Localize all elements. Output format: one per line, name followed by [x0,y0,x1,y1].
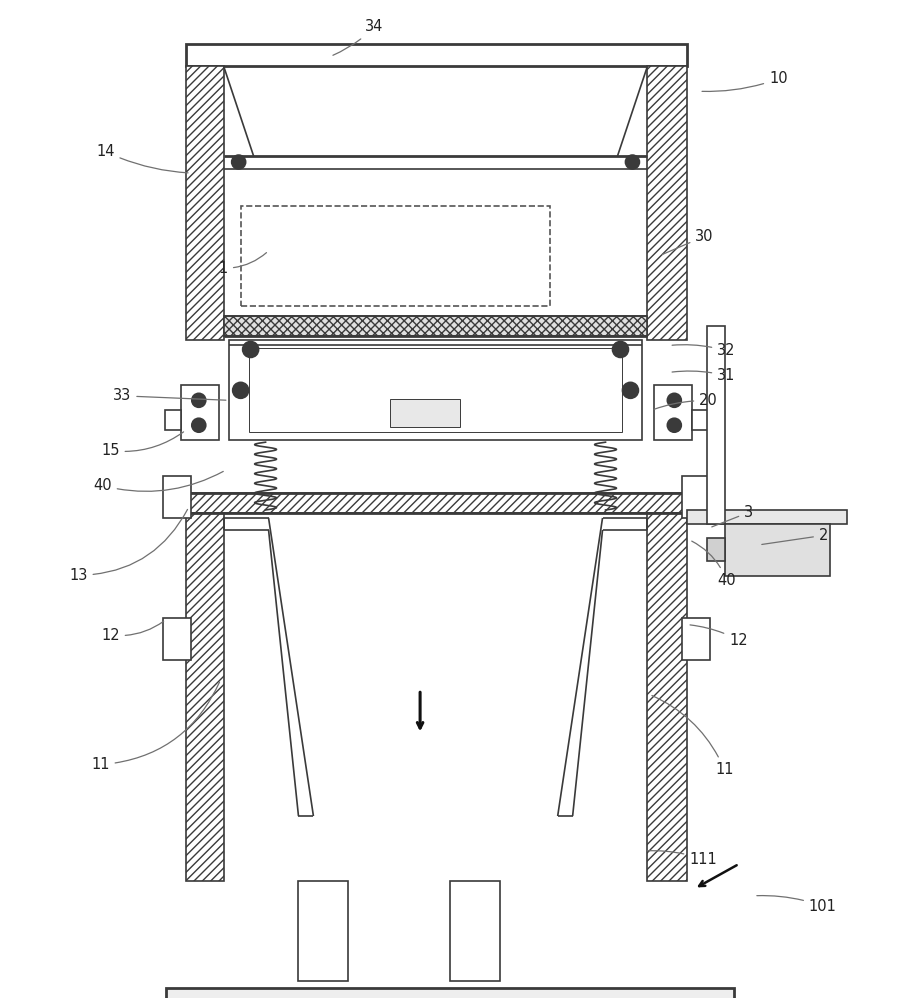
Text: 11: 11 [651,696,733,777]
Circle shape [625,155,638,169]
Bar [186,493,686,513]
Bar [163,618,191,660]
Text: 32: 32 [671,343,735,358]
Bar [163,476,191,518]
Bar [186,44,686,66]
Text: 40: 40 [93,471,223,493]
Bar [647,66,686,340]
Bar [682,618,710,660]
Text: 40: 40 [691,541,735,588]
Text: 12: 12 [689,625,747,648]
Circle shape [231,155,246,169]
Circle shape [612,341,628,357]
Bar [186,66,223,340]
Bar [647,513,686,881]
Circle shape [666,393,681,407]
Bar [298,881,348,981]
Bar [181,385,219,440]
Text: 15: 15 [101,432,183,458]
Bar [248,348,622,432]
Text: 101: 101 [756,896,836,914]
Text: 33: 33 [113,388,226,403]
Bar [706,326,724,524]
Text: 111: 111 [647,851,716,867]
Bar [450,881,499,981]
Bar [223,316,647,336]
Bar [240,206,549,306]
Text: 10: 10 [702,71,787,91]
Circle shape [191,418,206,432]
Text: 12: 12 [101,621,163,643]
Text: 34: 34 [332,19,383,55]
Bar [682,476,710,518]
Text: 3: 3 [711,505,752,527]
Text: 30: 30 [661,229,713,255]
Bar [686,510,846,524]
Bar [164,410,181,430]
Text: 1: 1 [219,253,266,276]
Text: 13: 13 [70,509,187,583]
Bar [390,399,460,427]
Circle shape [232,382,248,398]
Bar [165,988,733,1000]
Bar [228,340,642,440]
Bar [706,538,724,561]
Circle shape [666,418,681,432]
Text: 2: 2 [761,528,827,544]
Text: 20: 20 [653,393,717,409]
Circle shape [622,382,638,398]
Bar [724,524,829,576]
Circle shape [242,341,258,357]
Circle shape [191,393,206,407]
Text: 14: 14 [96,144,188,173]
Bar [654,385,692,440]
Bar [692,410,707,430]
Text: 31: 31 [671,368,735,383]
Text: 11: 11 [91,682,219,772]
Bar [186,513,223,881]
